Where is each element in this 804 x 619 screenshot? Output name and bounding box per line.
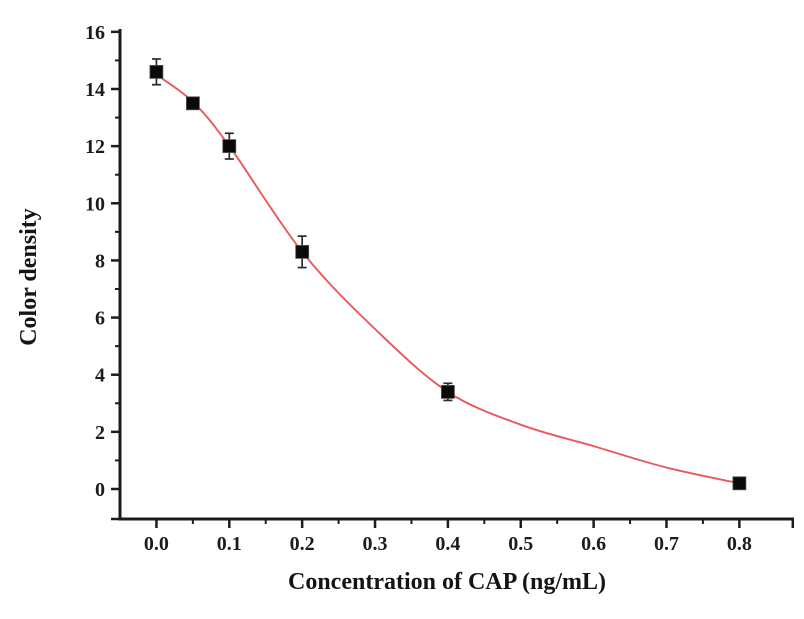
y-axis-title: Color density	[16, 208, 42, 346]
x-tick-label: 0.0	[144, 533, 169, 555]
y-tick-label: 12	[85, 136, 105, 158]
x-tick-label: 0.4	[435, 533, 460, 555]
x-tick-label: 0.5	[508, 533, 533, 555]
fit-curve	[155, 73, 741, 485]
markers-group	[149, 65, 747, 491]
y-tick-label: 10	[85, 193, 105, 215]
data-point-marker	[185, 96, 200, 111]
y-tick-label: 14	[85, 79, 105, 101]
y-tick-label: 4	[95, 365, 105, 387]
x-axis-title: Concentration of CAP (ng/mL)	[288, 569, 606, 595]
axes-layer: 0.0 0.1 0.2 0.3 0.4 0.5 0.6 0.7 0.8 0 2 4 6 8 10 12 14 16	[85, 22, 795, 555]
data-point-marker	[222, 139, 237, 154]
x-tick-label: 0.8	[727, 533, 752, 555]
x-tick-label: 0.2	[290, 533, 315, 555]
data-point-marker	[295, 244, 310, 259]
x-tick-label: 0.7	[654, 533, 679, 555]
y-tick-label: 0	[95, 479, 105, 501]
x-tick-label: 0.3	[363, 533, 388, 555]
y-tick-label: 2	[95, 422, 105, 444]
x-tick-label: 0.1	[217, 533, 242, 555]
data-point-marker	[732, 476, 747, 491]
x-tick-label: 0.6	[581, 533, 606, 555]
y-tick-label: 6	[95, 308, 105, 330]
y-tick-label: 16	[85, 22, 105, 44]
series-layer	[149, 58, 747, 491]
error-bars-group	[151, 58, 453, 402]
data-point-marker	[149, 65, 164, 79]
data-point-marker	[440, 384, 455, 399]
y-tick-label: 8	[95, 250, 105, 272]
